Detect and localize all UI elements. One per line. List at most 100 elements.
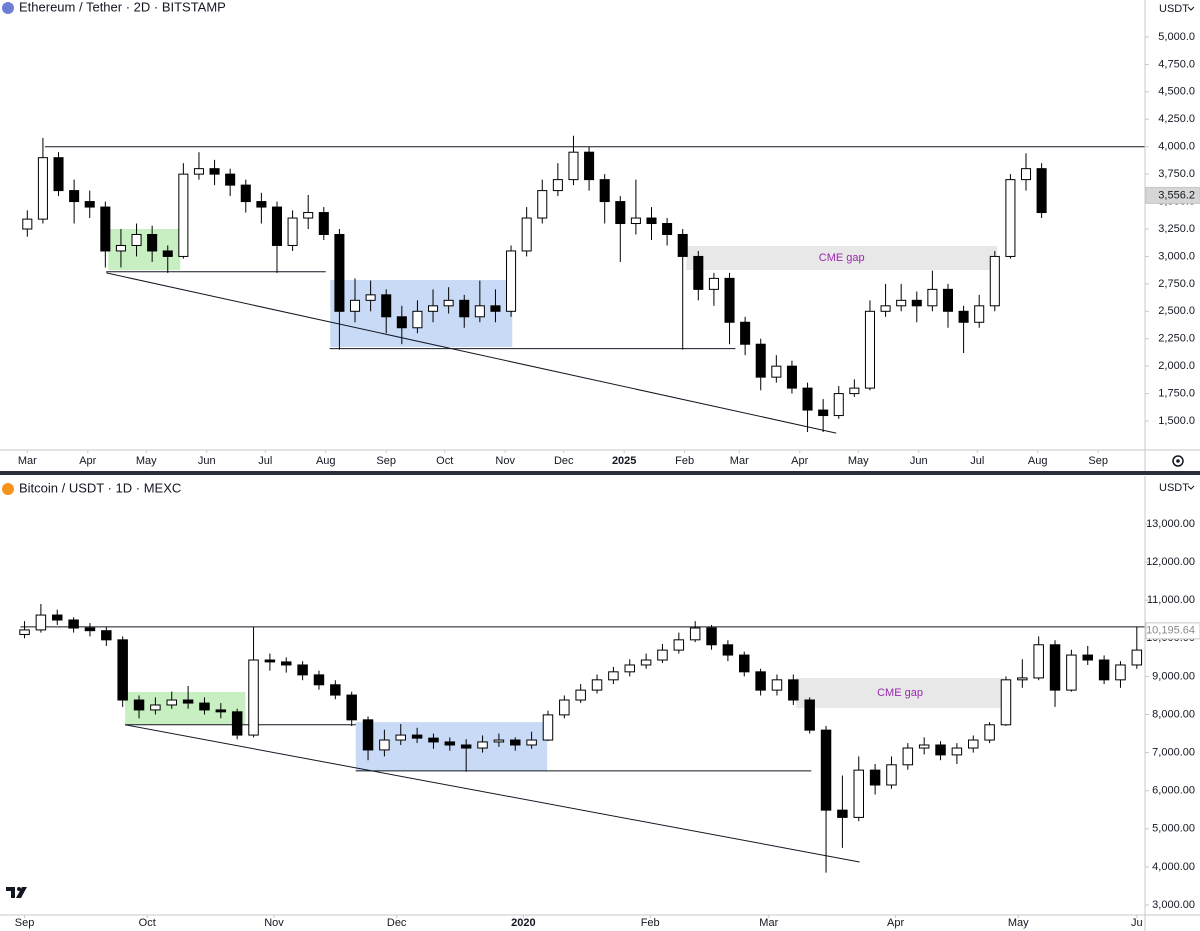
y-tick-label: 4,000.00: [1152, 861, 1195, 873]
settings-icon[interactable]: [1172, 455, 1184, 467]
candle-body: [896, 299, 907, 307]
candle-body: [313, 674, 325, 686]
candle-body: [84, 201, 95, 208]
x-tick-label: Dec: [387, 917, 407, 929]
y-tick-label: 1,750.0: [1158, 388, 1195, 400]
last-price-label: 3,556.2: [1158, 189, 1195, 201]
candle-body: [968, 739, 979, 749]
candle-body: [693, 255, 704, 290]
candle-body: [281, 661, 292, 666]
candle-body: [166, 699, 177, 706]
last-price-label: 10,195.64: [1146, 625, 1195, 637]
candle-body: [411, 734, 423, 739]
candle-body: [35, 614, 47, 631]
candle-body: [521, 217, 532, 252]
y-tick-label: 13,000.00: [1146, 518, 1195, 530]
x-tick-label: Ju: [1131, 917, 1143, 929]
x-tick-label: May: [136, 455, 157, 467]
candle-body: [231, 711, 243, 736]
candle-body: [591, 679, 603, 691]
x-tick-label: May: [1008, 917, 1029, 929]
x-tick-label: Sep: [15, 917, 35, 929]
currency-label[interactable]: USDT: [1159, 3, 1189, 15]
candle-body: [608, 671, 619, 681]
pane-title: Bitcoin / USDT · 1D · MEXC: [19, 480, 181, 495]
candle-body: [493, 739, 505, 743]
candle-body: [1033, 644, 1044, 679]
candle-body: [853, 769, 864, 818]
candle-body: [542, 714, 554, 741]
candle-body: [958, 310, 969, 323]
candle-body: [477, 741, 488, 749]
candle-body: [662, 223, 673, 235]
x-tick-label: Mar: [18, 455, 37, 467]
candle-body: [240, 184, 251, 203]
candle-body: [297, 664, 308, 676]
x-tick-label: Jun: [198, 455, 216, 467]
candle-body: [133, 699, 145, 711]
currency-label[interactable]: USDT: [1159, 482, 1189, 494]
candle-body: [117, 639, 128, 701]
candle-body: [379, 739, 390, 751]
candle-body: [162, 250, 173, 257]
candle-body: [330, 684, 341, 696]
last-price-box: [1145, 622, 1200, 640]
candle-body: [444, 741, 456, 746]
candle-body: [918, 744, 930, 749]
candle-body: [911, 299, 922, 307]
candle-body: [584, 151, 595, 181]
y-tick-label: 7,000.00: [1152, 747, 1195, 759]
candle-body: [1020, 168, 1032, 181]
currency-button[interactable]: [1151, 0, 1200, 17]
candle-body: [984, 724, 995, 741]
candle-body: [428, 737, 439, 743]
x-tick-label: Jul: [970, 455, 984, 467]
candle-body: [673, 639, 685, 651]
x-tick-label: Dec: [554, 455, 574, 467]
candle-body: [459, 299, 470, 318]
candle-body: [287, 217, 298, 246]
y-tick-label: 4,000.0: [1158, 141, 1195, 153]
candle-body: [443, 299, 454, 307]
candle-body: [101, 630, 112, 641]
candle-body: [646, 217, 657, 225]
y-tick-label: 12,000.00: [1146, 556, 1195, 568]
candle-body: [346, 694, 357, 721]
y-tick-label: 4,750.0: [1158, 58, 1195, 70]
candle-body: [869, 769, 881, 786]
gap-label: CME gap: [877, 687, 923, 699]
candle-body: [131, 233, 142, 246]
candle-body: [1049, 644, 1061, 691]
currency-button[interactable]: [1151, 478, 1200, 498]
x-tick-label: Feb: [641, 917, 660, 929]
zone-box: [125, 692, 246, 725]
plot-area: CME gap: [22, 135, 1145, 434]
y-tick-label: 11,000.00: [1147, 594, 1195, 606]
candle-body: [689, 627, 701, 641]
x-tick-label: Apr: [79, 455, 96, 467]
x-tick-label: 2025: [612, 455, 636, 467]
candle-body: [1000, 679, 1012, 726]
x-tick-label: Mar: [730, 455, 749, 467]
candle-body: [395, 734, 406, 741]
y-tick-label: 2,250.0: [1158, 333, 1195, 345]
candle-body: [490, 305, 501, 312]
candle-body: [209, 168, 220, 175]
candle-body: [568, 151, 579, 181]
candle-body: [974, 305, 985, 323]
y-tick-label: 5,000.00: [1152, 823, 1195, 835]
candle-body: [640, 659, 652, 666]
candle-body: [818, 409, 829, 417]
candle-body: [771, 679, 783, 691]
candle-body: [349, 299, 361, 312]
y-tick-label: 5,000.0: [1158, 31, 1195, 43]
candle-body: [256, 201, 267, 208]
candle-body: [381, 294, 392, 318]
symbol-icon: [2, 2, 14, 14]
candle-body: [150, 704, 161, 711]
candle-body: [526, 739, 537, 746]
candle-body: [362, 719, 374, 751]
x-tick-label: Sep: [376, 455, 396, 467]
candle-body: [989, 255, 1000, 307]
